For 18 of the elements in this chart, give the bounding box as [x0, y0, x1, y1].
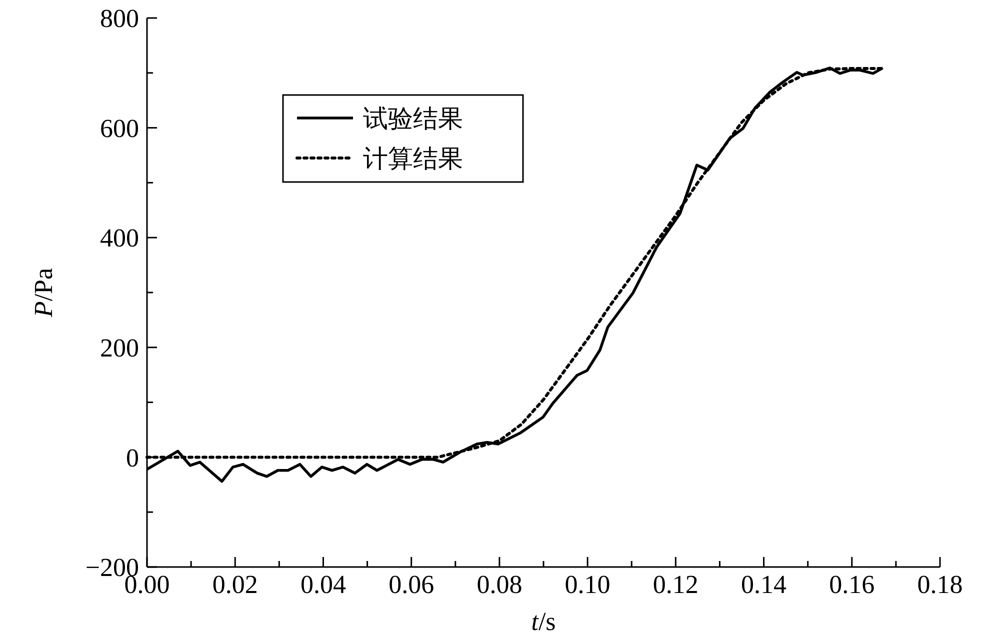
y-tick-label: 800 [100, 4, 139, 34]
y-tick-label: 0 [126, 443, 139, 472]
x-tick-label: 0.16 [829, 570, 875, 599]
x-tick-label: 0.18 [917, 570, 963, 599]
legend-label: 试验结果 [363, 104, 463, 133]
legend-label: 计算结果 [363, 144, 463, 173]
y-tick-label: 600 [100, 114, 139, 143]
x-tick-label: 0.08 [476, 570, 522, 599]
y-axis-title: P/Pa [29, 267, 58, 318]
x-axis-title: t/s [531, 607, 556, 636]
x-tick-label: 0.10 [564, 570, 610, 599]
y-tick-label: 400 [100, 224, 139, 253]
x-tick-label: 0.02 [212, 570, 258, 599]
y-tick-label: 200 [100, 334, 139, 362]
x-tick-label: 0.12 [652, 570, 698, 599]
x-tick-label: 0.06 [388, 570, 434, 599]
x-tick-label: 0.14 [741, 570, 787, 599]
x-tick-label: 0.04 [300, 570, 346, 599]
